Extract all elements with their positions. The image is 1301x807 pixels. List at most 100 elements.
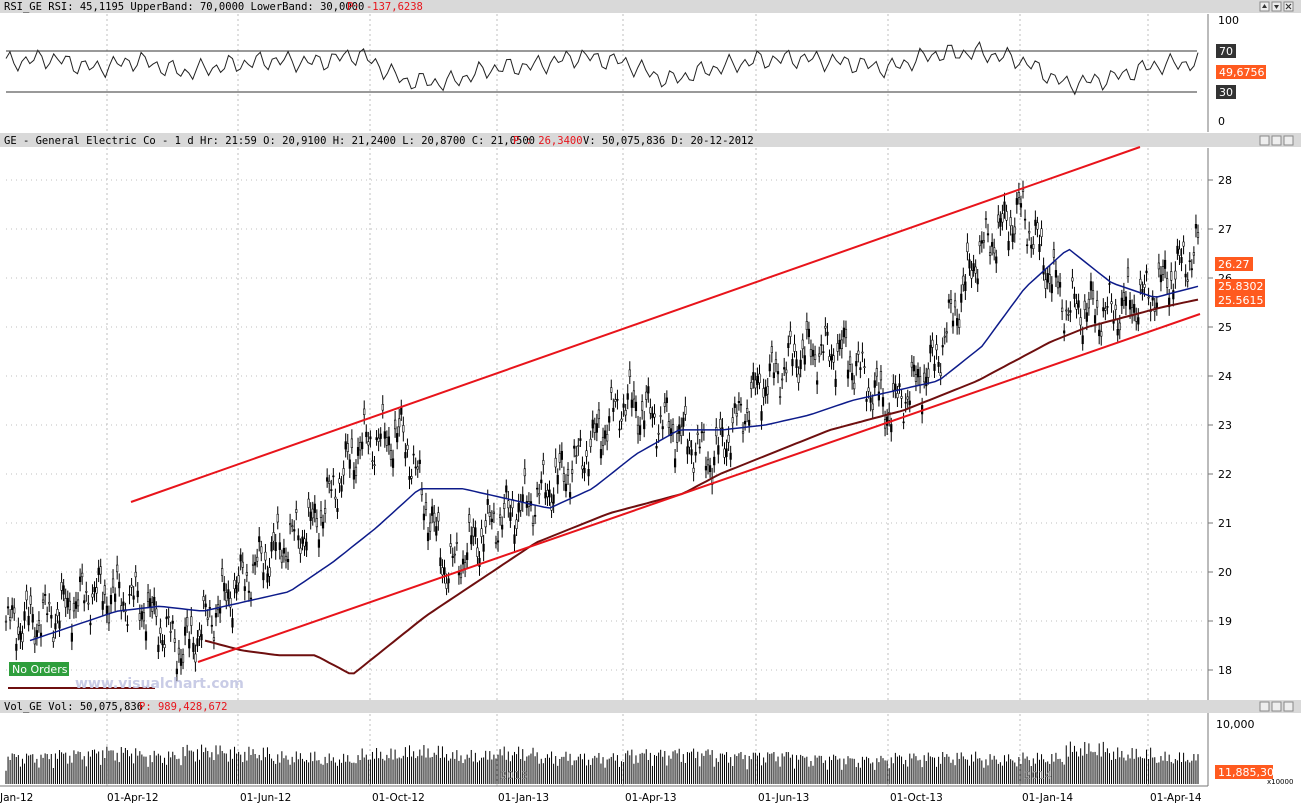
date-label: 01-Jan-13 [498,792,549,804]
candle-body [791,359,794,367]
volume-last-value: 11,885,302 [1218,766,1281,779]
candle-body [317,539,321,548]
candle-body [445,582,448,589]
no-orders-button[interactable] [9,662,69,676]
candle-body [443,567,446,575]
candle-body [953,300,957,308]
candle-body [947,299,950,303]
candle-body [383,431,386,439]
candle-body [280,555,283,563]
candle-body [715,427,718,437]
candle-body [1174,270,1177,280]
candle-body [618,428,621,431]
candle-body [910,361,913,368]
candle-body [21,633,24,643]
scroll-down-icon[interactable] [1271,701,1282,712]
volume-last-box [1215,765,1273,779]
candle-body [428,522,432,532]
date-axis: Jan-12 01-Apr-12 01-Jun-12 01-Oct-12 01-… [0,785,1208,804]
candle-body [472,527,475,537]
candle-body [118,581,121,589]
candle-body [468,514,471,523]
candle-body [146,592,150,602]
candle-body [342,468,345,476]
candle-body [813,354,817,360]
candle-body [1151,297,1154,301]
channel-lower-line [197,313,1201,663]
candle-body [134,571,137,578]
candle-body [149,598,152,608]
candle-body [620,418,623,422]
candle-body [733,403,736,408]
candle-body [568,492,572,498]
close-icon[interactable] [1283,135,1294,146]
candle-body [1155,302,1158,309]
candle-body [803,355,806,365]
candle-body [855,361,858,367]
candle-body [126,624,129,626]
candle-body [836,343,839,352]
scroll-up-icon[interactable] [1259,701,1270,712]
candle-body [1124,296,1128,306]
candle-body [223,582,226,592]
rsi-tick-30-box [1216,85,1236,99]
candle-body [725,448,728,457]
candle-body [859,367,862,370]
candle-body [305,541,308,551]
rsi-tick-100: 100 [1218,14,1239,27]
candle-body [494,542,498,544]
candle-body [844,328,848,339]
candle-body [451,555,454,559]
candle-body [577,445,580,447]
candle-body [793,343,796,352]
candle-body [367,441,370,446]
scroll-down-icon[interactable] [1271,135,1282,146]
close-icon[interactable] [1283,701,1294,712]
candle-body [1096,300,1099,308]
candle-body [632,390,636,400]
candle-body [863,366,866,368]
candle-body [754,379,757,389]
price-tick-label: 25 [1218,321,1232,334]
candle-body [418,459,421,464]
candle-body [877,391,880,401]
candle-body [974,266,977,274]
candle-body [776,371,780,375]
rsi-tick-30: 30 [1219,86,1233,99]
candle-body [190,616,193,626]
candle-body [89,622,92,626]
candle-body [95,587,98,594]
candle-body [673,458,677,468]
candle-body [651,413,654,419]
candle-body [540,479,543,484]
date-label: 01-Jan-14 [1022,792,1073,804]
candle-body [138,613,141,621]
candle-body [638,425,642,435]
candle-body [501,524,504,530]
candle-body [1180,257,1183,264]
candle-body [951,320,955,327]
scroll-up-icon[interactable] [1259,135,1270,146]
candle-body [229,597,232,608]
candle-body [785,369,788,374]
candle-body [385,437,388,446]
candle-body [1011,233,1014,242]
candle-body [904,401,907,404]
candle-body [525,501,528,508]
candle-body [371,460,374,463]
candle-body [976,278,979,285]
date-label: 01-Apr-14 [1150,792,1202,804]
candle-body [783,367,786,370]
candle-body [1196,232,1200,238]
candle-body [696,432,699,435]
candle-body [426,532,430,542]
candle-body [192,642,195,652]
candle-body [980,240,983,244]
candle-body [614,399,617,402]
candle-body [46,613,49,615]
price-grid [6,148,1206,700]
candle-body [295,509,298,513]
price-window-buttons [1259,135,1294,146]
candle-body [17,626,20,635]
candle-body [507,500,510,509]
